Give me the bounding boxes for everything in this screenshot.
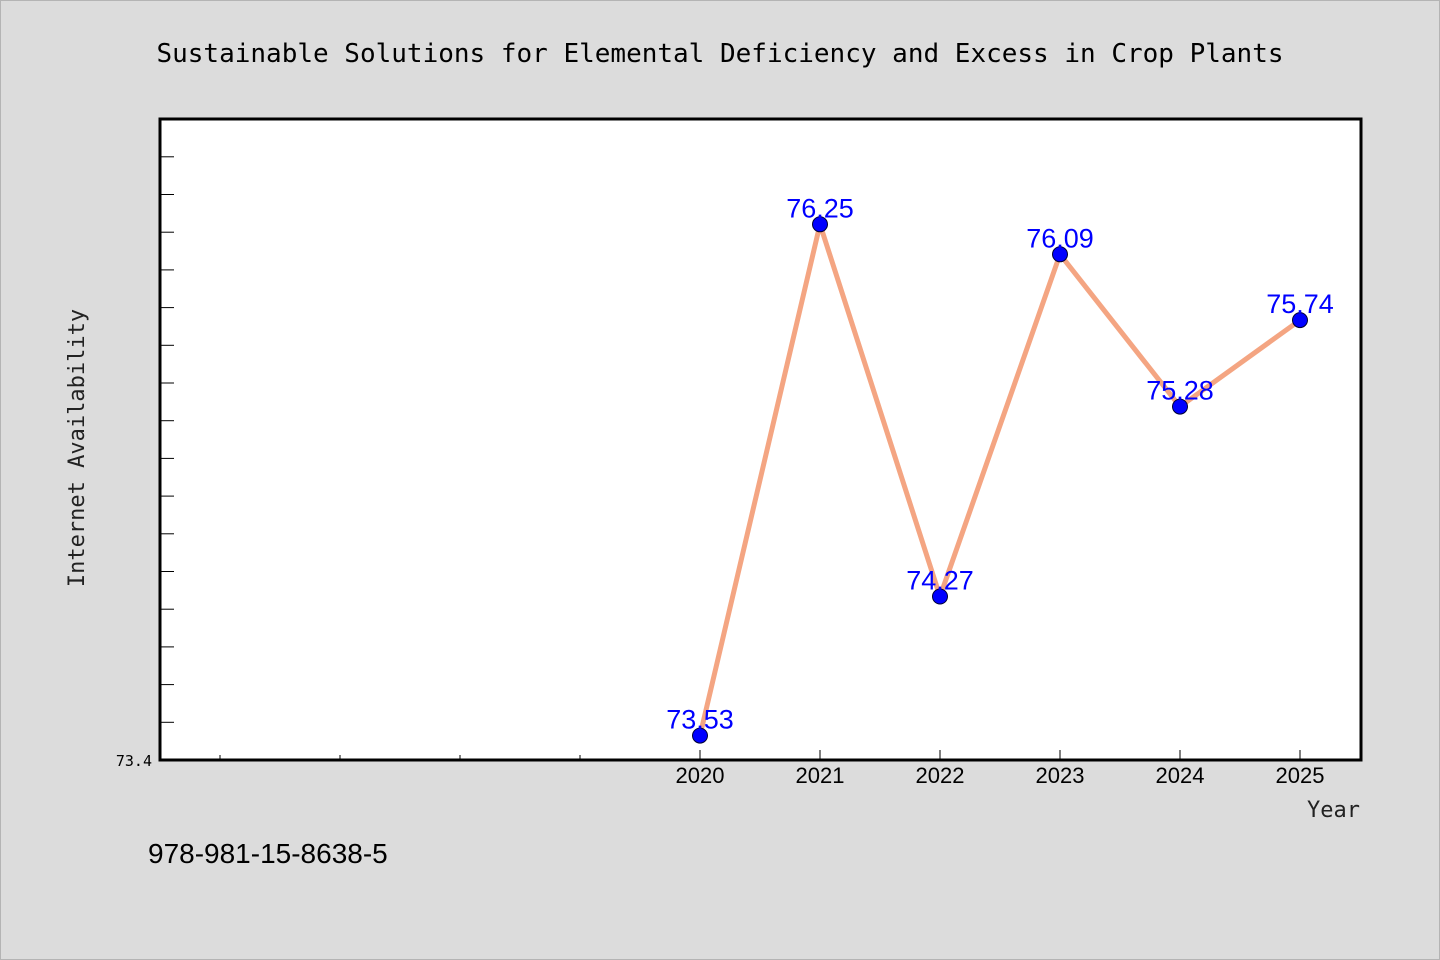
- x-tick-label: 2023: [1036, 763, 1085, 788]
- data-label: 76.25: [786, 193, 854, 223]
- x-tick-label: 2025: [1276, 763, 1325, 788]
- data-label: 74.27: [906, 566, 974, 596]
- data-points: [692, 216, 1308, 744]
- y-axis-ticks: [160, 156, 174, 761]
- data-label: 73.53: [666, 705, 734, 735]
- data-point: [1292, 312, 1308, 329]
- x-tick-label: 2021: [796, 763, 845, 788]
- data-point: [932, 588, 948, 605]
- x-tick-label: 2024: [1156, 763, 1205, 788]
- data-point: [692, 727, 708, 744]
- x-tick-label: 2022: [916, 763, 965, 788]
- y-tick-label: 73.4: [116, 752, 152, 770]
- data-label: 76.09: [1026, 223, 1094, 253]
- x-axis-label: Year: [1307, 798, 1360, 823]
- data-point: [812, 216, 828, 233]
- x-axis-ticks: [219, 750, 1301, 760]
- y-axis-label: Internet Availability: [65, 309, 90, 587]
- data-point: [1052, 246, 1068, 263]
- chart-title: Sustainable Solutions for Elemental Defi…: [156, 39, 1283, 69]
- data-label: 75.74: [1266, 289, 1334, 319]
- x-tick-label: 2020: [676, 763, 725, 788]
- x-tick-labels: 2020 2021 2022 2023 2024 2025: [676, 763, 1325, 788]
- series-line: [697, 214, 1302, 737]
- data-point: [1172, 398, 1188, 415]
- data-labels: 73.53 76.25 74.27 76.09 75.28 75.74: [666, 193, 1334, 734]
- plot-area: [158, 117, 1363, 762]
- data-label: 75.28: [1146, 376, 1214, 406]
- footer-code: 978-981-15-8638-5: [148, 838, 388, 869]
